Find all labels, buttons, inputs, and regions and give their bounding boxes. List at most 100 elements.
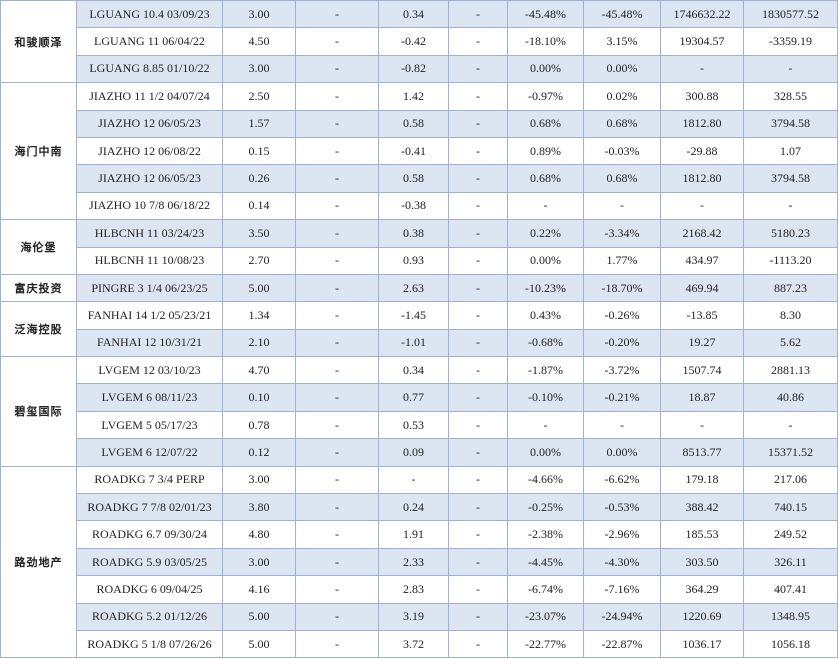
table-cell: - <box>583 410 661 440</box>
bond-name: ROADKG 5 1/8 07/26/26 <box>76 629 223 659</box>
table-cell: - <box>448 493 508 522</box>
table-cell: - <box>448 54 508 84</box>
table-cell: 5.00 <box>222 629 296 659</box>
table-row: LVGEM 5 05/17/23 0.78-0.53- - - - - <box>1 410 838 440</box>
table-cell: 3.80 <box>222 493 296 522</box>
table-cell: - <box>448 629 508 659</box>
table-cell: 0.58 <box>378 164 449 193</box>
table-cell: - <box>448 602 508 631</box>
table-cell: - <box>743 191 838 221</box>
table-row: JIAZHO 12 06/08/22 0.15- -0.41-0.89% -0.03%… <box>1 136 838 166</box>
table-cell: 2.63 <box>378 273 449 303</box>
table-cell: - <box>448 438 508 467</box>
table-cell: - <box>295 219 379 248</box>
bond-name: LVGEM 5 05/17/23 <box>76 410 223 440</box>
table-cell: 0.34 <box>378 0 449 29</box>
table-cell: 0.00% <box>507 438 584 467</box>
table-cell: -2.96% <box>583 520 661 549</box>
table-cell: -0.97% <box>507 82 584 111</box>
table-cell: -6.74% <box>507 575 584 604</box>
table-row: 路劲地产 ROADKG 7 3/4 PERP 3.00- - - -4.66% -6.62%… <box>0 465 838 659</box>
table-cell: - <box>295 520 379 549</box>
table-cell: 8513.77 <box>660 438 744 467</box>
table-cell: -13.85 <box>660 301 744 330</box>
bond-name: FANHAI 14 1/2 05/23/21 <box>76 301 223 330</box>
table-cell: - <box>448 328 508 358</box>
table-cell: 1.57 <box>222 109 296 138</box>
table-cell: 1.42 <box>378 82 449 111</box>
table-cell: - <box>295 82 379 111</box>
table-cell: 5.00 <box>222 273 296 303</box>
table-cell: -0.25% <box>507 493 584 522</box>
table-cell: 4.50 <box>222 27 296 56</box>
table-cell: 328.55 <box>743 82 838 111</box>
table-cell: 0.24 <box>378 493 449 522</box>
table-cell: 0.00% <box>507 246 584 275</box>
table-cell: -0.82 <box>378 54 449 84</box>
table-cell: 0.58 <box>378 109 449 138</box>
bond-name: LVGEM 12 03/10/23 <box>76 356 223 385</box>
bond-name: ROADKG 7 3/4 PERP <box>76 465 223 495</box>
group-name: 泛海控股 <box>0 301 77 358</box>
table-cell: 0.14 <box>222 191 296 221</box>
table-cell: 300.88 <box>660 82 744 111</box>
bond-name: FANHAI 12 10/31/21 <box>76 328 223 358</box>
table-cell: 5180.23 <box>743 219 838 248</box>
table-cell: 0.77 <box>378 383 449 412</box>
bond-name: ROADKG 5.9 03/05/25 <box>76 547 223 577</box>
table-cell: 469.94 <box>660 273 744 303</box>
table-row: ROADKG 5.9 03/05/25 3.00-2.33- -4.45% -4.30… <box>1 547 838 577</box>
table-cell: 2.70 <box>222 246 296 275</box>
table-cell: - <box>295 109 379 138</box>
table-cell: - <box>295 0 379 29</box>
table-cell: -4.66% <box>507 465 584 495</box>
table-cell: - <box>743 410 838 440</box>
table-cell: - <box>448 356 508 385</box>
bond-name: JIAZHO 10 7/8 06/18/22 <box>76 191 223 221</box>
table-cell: 326.11 <box>743 547 838 577</box>
table-cell: - <box>743 54 838 84</box>
table-cell: - <box>295 273 379 303</box>
table-cell: 1036.17 <box>660 629 744 659</box>
table-cell: -0.41 <box>378 136 449 166</box>
table-cell: 217.06 <box>743 465 838 495</box>
table-cell: 1056.18 <box>743 629 838 659</box>
table-cell: - <box>448 27 508 56</box>
table-cell: 4.80 <box>222 520 296 549</box>
table-cell: 40.86 <box>743 383 838 412</box>
table-cell: - <box>295 410 379 440</box>
group-name: 碧玺国际 <box>0 356 77 467</box>
table-cell: -18.10% <box>507 27 584 56</box>
table-cell: 3.19 <box>378 602 449 631</box>
table-cell: 15371.52 <box>743 438 838 467</box>
table-cell: - <box>295 575 379 604</box>
table-cell: 887.23 <box>743 273 838 303</box>
table-row: 碧玺国际 LVGEM 12 03/10/23 4.70-0.34- -1.87% -3.… <box>0 356 838 467</box>
table-cell: 0.53 <box>378 410 449 440</box>
table-cell: 364.29 <box>660 575 744 604</box>
table-cell: 2.33 <box>378 547 449 577</box>
table-cell: -22.87% <box>583 629 661 659</box>
table-cell: -1.87% <box>507 356 584 385</box>
table-cell: -0.38 <box>378 191 449 221</box>
table-cell: 3.72 <box>378 629 449 659</box>
table-cell: - <box>448 0 508 29</box>
table-cell: - <box>295 547 379 577</box>
table-cell: 3.00 <box>222 465 296 495</box>
table-cell: - <box>448 136 508 166</box>
table-row: ROADKG 6 09/04/25 4.16-2.83- -6.74% -7.16% 3… <box>1 575 838 604</box>
table-cell: -0.21% <box>583 383 661 412</box>
table-cell: -6.62% <box>583 465 661 495</box>
table-cell: 0.09 <box>378 438 449 467</box>
table-cell: -4.45% <box>507 547 584 577</box>
table-cell: - <box>448 383 508 412</box>
table-cell: 3794.58 <box>743 164 838 193</box>
table-cell: - <box>448 410 508 440</box>
group-name: 路劲地产 <box>0 465 77 659</box>
table-cell: - <box>448 191 508 221</box>
table-cell: - <box>295 27 379 56</box>
table-cell: 185.53 <box>660 520 744 549</box>
table-cell: - <box>378 465 449 495</box>
table-cell: 1.77% <box>583 246 661 275</box>
